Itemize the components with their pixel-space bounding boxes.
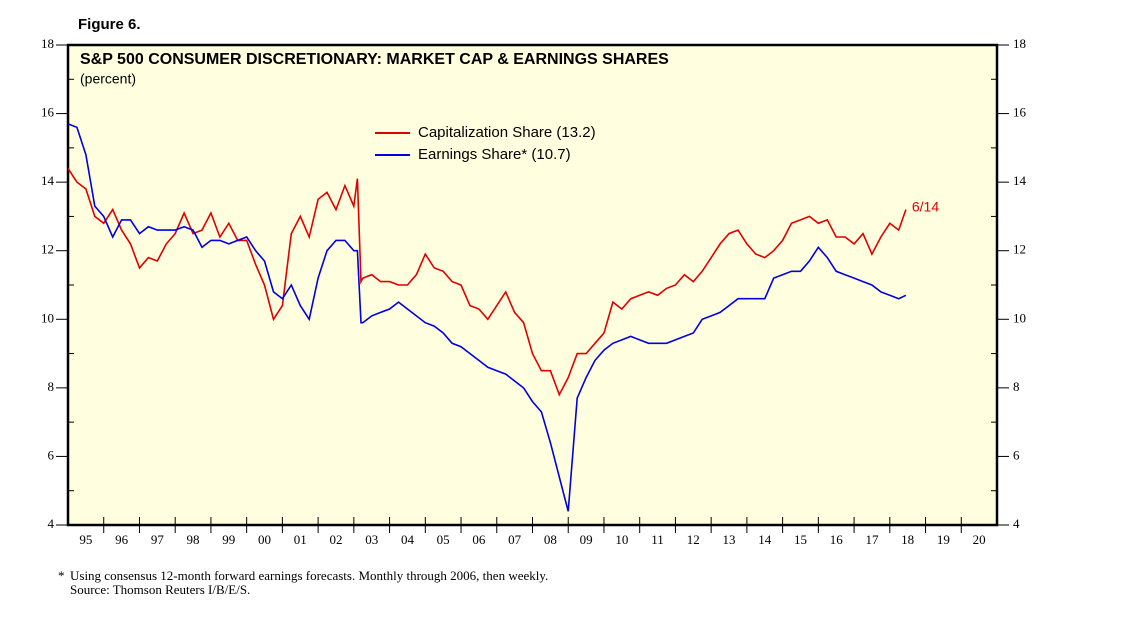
x-tick-label: 09 <box>580 532 593 547</box>
x-tick-label: 03 <box>365 532 378 547</box>
y2-tick-label: 16 <box>1013 105 1027 120</box>
x-tick-label: 18 <box>901 532 914 547</box>
legend-label: Earnings Share* (10.7) <box>418 146 571 163</box>
y-tick-label: 18 <box>41 36 54 51</box>
x-tick-label: 05 <box>437 532 450 547</box>
x-tick-label: 16 <box>830 532 844 547</box>
y-tick-label: 8 <box>48 379 55 394</box>
x-tick-label: 00 <box>258 532 271 547</box>
x-tick-label: 98 <box>187 532 200 547</box>
source-note: Source: Thomson Reuters I/B/E/S. <box>70 582 250 597</box>
figure-label: Figure 6. <box>78 16 141 33</box>
chart-title: S&P 500 CONSUMER DISCRETIONARY: MARKET C… <box>80 51 669 68</box>
x-tick-label: 20 <box>973 532 986 547</box>
y-tick-label: 4 <box>48 516 55 531</box>
x-tick-label: 10 <box>615 532 628 547</box>
x-tick-label: 19 <box>937 532 950 547</box>
x-tick-label: 01 <box>294 532 307 547</box>
x-tick-label: 02 <box>329 532 342 547</box>
x-tick-label: 15 <box>794 532 807 547</box>
y2-tick-label: 6 <box>1013 447 1020 462</box>
x-tick-label: 07 <box>508 532 522 547</box>
x-tick-label: 04 <box>401 532 415 547</box>
y2-tick-label: 14 <box>1013 173 1027 188</box>
y-tick-label: 14 <box>41 173 55 188</box>
y2-tick-label: 4 <box>1013 516 1020 531</box>
x-tick-label: 06 <box>472 532 486 547</box>
x-tick-label: 12 <box>687 532 700 547</box>
y2-tick-label: 10 <box>1013 310 1026 325</box>
x-tick-label: 13 <box>723 532 736 547</box>
y-tick-label: 6 <box>48 447 55 462</box>
footnote: Using consensus 12-month forward earning… <box>70 568 548 583</box>
y2-tick-label: 12 <box>1013 242 1026 257</box>
y-tick-label: 12 <box>41 242 54 257</box>
x-tick-label: 95 <box>79 532 92 547</box>
y2-tick-label: 18 <box>1013 36 1026 51</box>
legend-label: Capitalization Share (13.2) <box>418 124 596 141</box>
annotation: 6/14 <box>912 198 939 214</box>
series-line <box>67 123 907 512</box>
series-line <box>67 167 907 397</box>
y-tick-label: 10 <box>41 310 54 325</box>
chart-subtitle: (percent) <box>80 71 136 87</box>
x-tick-label: 14 <box>758 532 772 547</box>
plot-area <box>66 43 999 527</box>
x-tick-label: 97 <box>151 532 165 547</box>
x-tick-label: 17 <box>865 532 879 547</box>
y2-tick-label: 8 <box>1013 379 1020 394</box>
x-tick-label: 96 <box>115 532 129 547</box>
x-tick-label: 08 <box>544 532 557 547</box>
x-tick-label: 11 <box>651 532 664 547</box>
x-tick-label: 99 <box>222 532 235 547</box>
y-tick-label: 16 <box>41 105 55 120</box>
footnote-marker: * <box>58 568 65 583</box>
